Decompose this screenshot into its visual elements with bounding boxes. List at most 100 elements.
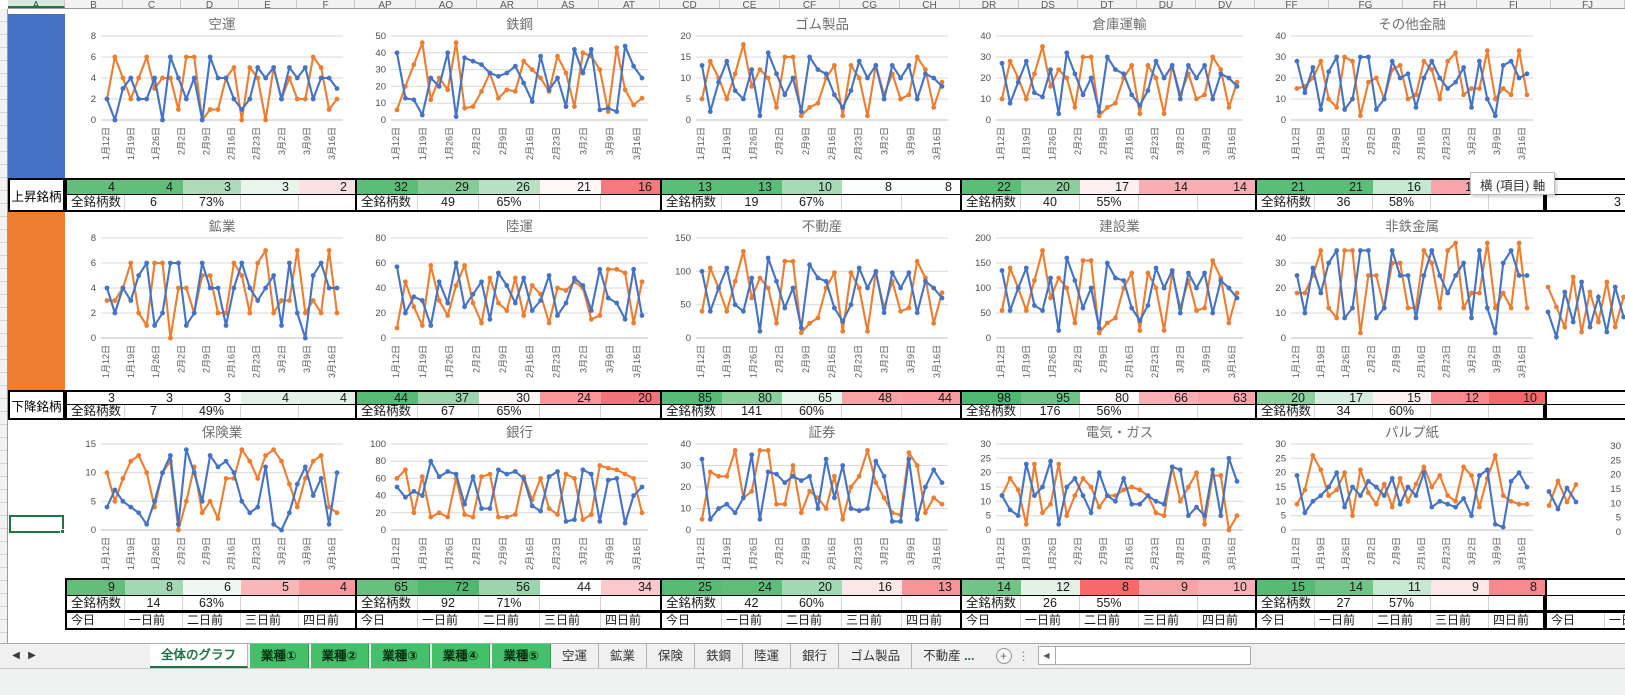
column-header-CF[interactable]: CF	[780, 0, 840, 8]
date-cell[interactable]: 三日前	[1431, 613, 1489, 628]
empty-cell[interactable]	[1431, 195, 1489, 210]
empty-cell[interactable]	[902, 405, 962, 418]
scrollbar-track[interactable]	[1055, 646, 1251, 665]
sheet-nav-left-icon[interactable]: ◀	[12, 650, 20, 661]
empty-cell[interactable]	[1139, 405, 1198, 418]
date-cell[interactable]: 二日前	[1373, 613, 1431, 628]
stat-cell[interactable]: 3	[183, 180, 241, 194]
column-header-D[interactable]: D	[181, 0, 239, 8]
date-cell[interactable]: 四日前	[902, 613, 962, 628]
stat-cell[interactable]: 8	[842, 180, 902, 194]
stat-cell[interactable]: 44	[540, 580, 601, 595]
total-cell[interactable]: 全銘柄数	[662, 195, 722, 210]
sheet-tab-鉄鋼[interactable]: 鉄鋼	[694, 644, 742, 668]
stat-cell[interactable]: 16	[842, 580, 902, 595]
total-cell[interactable]: 34	[1315, 405, 1373, 418]
column-headers[interactable]: A B C D E F AP AQ AR AS AT CD CE CF CG CH DR DS DT DU DV FF FG…	[8, 0, 1625, 9]
chart-edge-partial-2[interactable]: 30 25 20 15 10 5 0	[1545, 420, 1625, 578]
sheet-tab-保険[interactable]: 保険	[646, 644, 694, 668]
total-cell[interactable]: 全銘柄数	[662, 596, 722, 610]
column-header-A[interactable]: A	[8, 0, 65, 8]
stat-cell[interactable]: 4	[299, 580, 357, 595]
sheet-tab-green-1[interactable]: 業種①	[250, 644, 309, 668]
chart-銀行[interactable]: 銀行 100 80 60 40 20 0 1月12日 1月19日 1月26日 2月2日 2月9日 2月1…	[355, 420, 660, 578]
date-cell[interactable]: 一日前	[125, 613, 183, 628]
stat-cell[interactable]: 16	[601, 180, 662, 194]
falling-color-block[interactable]	[8, 212, 65, 390]
stat-cell[interactable]: 25	[662, 580, 722, 595]
total-cell[interactable]: 60%	[1373, 405, 1431, 418]
chart-ゴム製品[interactable]: ゴム製品 20 15 10 5 0 1月12日 1月19日 1月26日 2月2日 2月9日 2月16日…	[660, 14, 960, 178]
stat-cell[interactable]: 30	[479, 392, 540, 404]
total-cell[interactable]: 6	[125, 195, 183, 210]
empty-cell[interactable]	[241, 195, 299, 210]
stat-cell[interactable]: 44	[902, 392, 962, 404]
sheet-tab-truncated[interactable]: 不動産 ...	[911, 644, 985, 668]
stat-cell[interactable]: 80	[1080, 392, 1139, 404]
empty-cell[interactable]	[299, 405, 357, 418]
chart-その他金融[interactable]: その他金融 40 30 20 10 0 1月12日 1月19日 1月26日 2月2日 2月9日 2月1…	[1255, 14, 1545, 178]
total-cell[interactable]: 92	[418, 596, 479, 610]
column-header-DT[interactable]: DT	[1078, 0, 1137, 8]
date-cell[interactable]: 二日前	[479, 613, 540, 628]
stat-cell[interactable]: 13	[902, 580, 962, 595]
row-header-gutter[interactable]	[0, 9, 8, 643]
stat-cell[interactable]: 4	[67, 180, 125, 194]
column-header-CG[interactable]: CG	[840, 0, 900, 8]
sheet-tab-銀行[interactable]: 銀行	[790, 644, 838, 668]
stat-cell[interactable]: 5	[241, 580, 299, 595]
total-cell[interactable]: 67	[418, 405, 479, 418]
stat-cell[interactable]: 17	[1080, 180, 1139, 194]
date-cell[interactable]: 一日前	[1605, 613, 1625, 628]
column-header-DU[interactable]: DU	[1137, 0, 1196, 8]
total-cell[interactable]: 57%	[1373, 596, 1431, 610]
stat-cell[interactable]: 14	[1139, 180, 1198, 194]
total-cell[interactable]: 49%	[183, 405, 241, 418]
empty-cell[interactable]	[842, 596, 902, 610]
date-cell[interactable]: 三日前	[540, 613, 601, 628]
column-header-FH[interactable]: FH	[1403, 0, 1477, 8]
empty-cell[interactable]	[241, 405, 299, 418]
stat-cell[interactable]: 17	[1315, 392, 1373, 404]
chart-建設業[interactable]: 建設業 200 150 100 50 0 1月12日 1月19日 1月26日 2月2日 2月9日 2月…	[960, 212, 1255, 390]
empty-cell[interactable]	[842, 195, 902, 210]
stat-cell[interactable]: 10	[1198, 580, 1257, 595]
total-cell[interactable]: 67%	[782, 195, 842, 210]
column-header-E[interactable]: E	[239, 0, 297, 8]
total-cell[interactable]: 141	[722, 405, 782, 418]
stat-cell[interactable]: 12	[1021, 580, 1080, 595]
total-cell[interactable]: 全銘柄数	[662, 405, 722, 418]
sheet-tab-green-5[interactable]: 業種⑤	[492, 644, 551, 668]
date-cell[interactable]: 一日前	[1021, 613, 1080, 628]
sheet-tab-陸運[interactable]: 陸運	[742, 644, 790, 668]
stat-cell[interactable]: 11	[1373, 580, 1431, 595]
stat-cell[interactable]: 9	[1139, 580, 1198, 595]
total-cell[interactable]: 71%	[479, 596, 540, 610]
total-cell[interactable]: 27	[1315, 596, 1373, 610]
sheet-tab-green-4[interactable]: 業種④	[431, 644, 491, 668]
column-header-AT[interactable]: AT	[599, 0, 660, 8]
stat-cell[interactable]: 4	[299, 392, 357, 404]
empty-cell[interactable]	[1489, 195, 1547, 210]
sheet-tab-鉱業[interactable]: 鉱業	[598, 644, 646, 668]
column-header-CD[interactable]: CD	[660, 0, 720, 8]
chart-証券[interactable]: 証券 40 30 20 10 0 1月12日 1月19日 1月26日 2月2日 2月9日 2月16日 2…	[660, 420, 960, 578]
total-cell[interactable]: 全銘柄数	[67, 405, 125, 418]
total-cell[interactable]: 49	[418, 195, 479, 210]
sheet-tab-空運[interactable]: 空運	[561, 649, 587, 663]
sheet-tab-green-3[interactable]: 業種③	[371, 644, 430, 668]
stat-cell[interactable]: 56	[479, 580, 540, 595]
stat-cell[interactable]: 21	[540, 180, 601, 194]
date-cell[interactable]: 二日前	[782, 613, 842, 628]
column-header-F[interactable]: F	[297, 0, 355, 8]
stat-cell[interactable]: 65	[782, 392, 842, 404]
empty-cell[interactable]	[1431, 405, 1489, 418]
empty-cell[interactable]	[1489, 405, 1547, 418]
date-cell[interactable]: 今日	[662, 613, 722, 628]
empty-cell[interactable]	[1431, 596, 1489, 610]
selected-cell[interactable]	[9, 515, 65, 534]
empty-cell[interactable]	[540, 195, 601, 210]
chart-倉庫運輸[interactable]: 倉庫運輸 40 30 20 10 0 1月12日 1月19日 1月26日 2月2日 2月9日 2月16…	[960, 14, 1255, 178]
stat-cell[interactable]: 10	[782, 180, 842, 194]
stat-cell[interactable]: 20	[601, 392, 662, 404]
